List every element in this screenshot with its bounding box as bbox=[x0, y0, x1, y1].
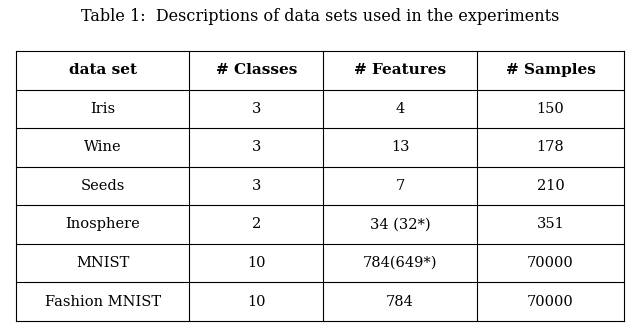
Text: 784(649*): 784(649*) bbox=[363, 256, 437, 270]
Text: Inosphere: Inosphere bbox=[65, 217, 140, 231]
Text: data set: data set bbox=[68, 63, 136, 77]
Text: MNIST: MNIST bbox=[76, 256, 129, 270]
Text: Table 1:  Descriptions of data sets used in the experiments: Table 1: Descriptions of data sets used … bbox=[81, 8, 559, 25]
Text: 150: 150 bbox=[536, 102, 564, 116]
Text: 4: 4 bbox=[396, 102, 404, 116]
Text: # Classes: # Classes bbox=[216, 63, 297, 77]
Text: 3: 3 bbox=[252, 102, 261, 116]
Text: 3: 3 bbox=[252, 179, 261, 193]
Text: 784: 784 bbox=[386, 294, 414, 309]
Text: Fashion MNIST: Fashion MNIST bbox=[45, 294, 161, 309]
Text: # Samples: # Samples bbox=[506, 63, 595, 77]
Text: 2: 2 bbox=[252, 217, 261, 231]
Text: 210: 210 bbox=[536, 179, 564, 193]
Text: 10: 10 bbox=[247, 256, 266, 270]
Text: 34 (32*): 34 (32*) bbox=[370, 217, 430, 231]
Text: 70000: 70000 bbox=[527, 256, 574, 270]
Text: 178: 178 bbox=[536, 140, 564, 154]
Text: Seeds: Seeds bbox=[81, 179, 125, 193]
Text: 351: 351 bbox=[536, 217, 564, 231]
Text: 13: 13 bbox=[391, 140, 410, 154]
Text: 3: 3 bbox=[252, 140, 261, 154]
Text: 7: 7 bbox=[396, 179, 404, 193]
Text: Iris: Iris bbox=[90, 102, 115, 116]
Text: 10: 10 bbox=[247, 294, 266, 309]
Text: # Features: # Features bbox=[354, 63, 446, 77]
Text: Wine: Wine bbox=[84, 140, 122, 154]
Text: 70000: 70000 bbox=[527, 294, 574, 309]
